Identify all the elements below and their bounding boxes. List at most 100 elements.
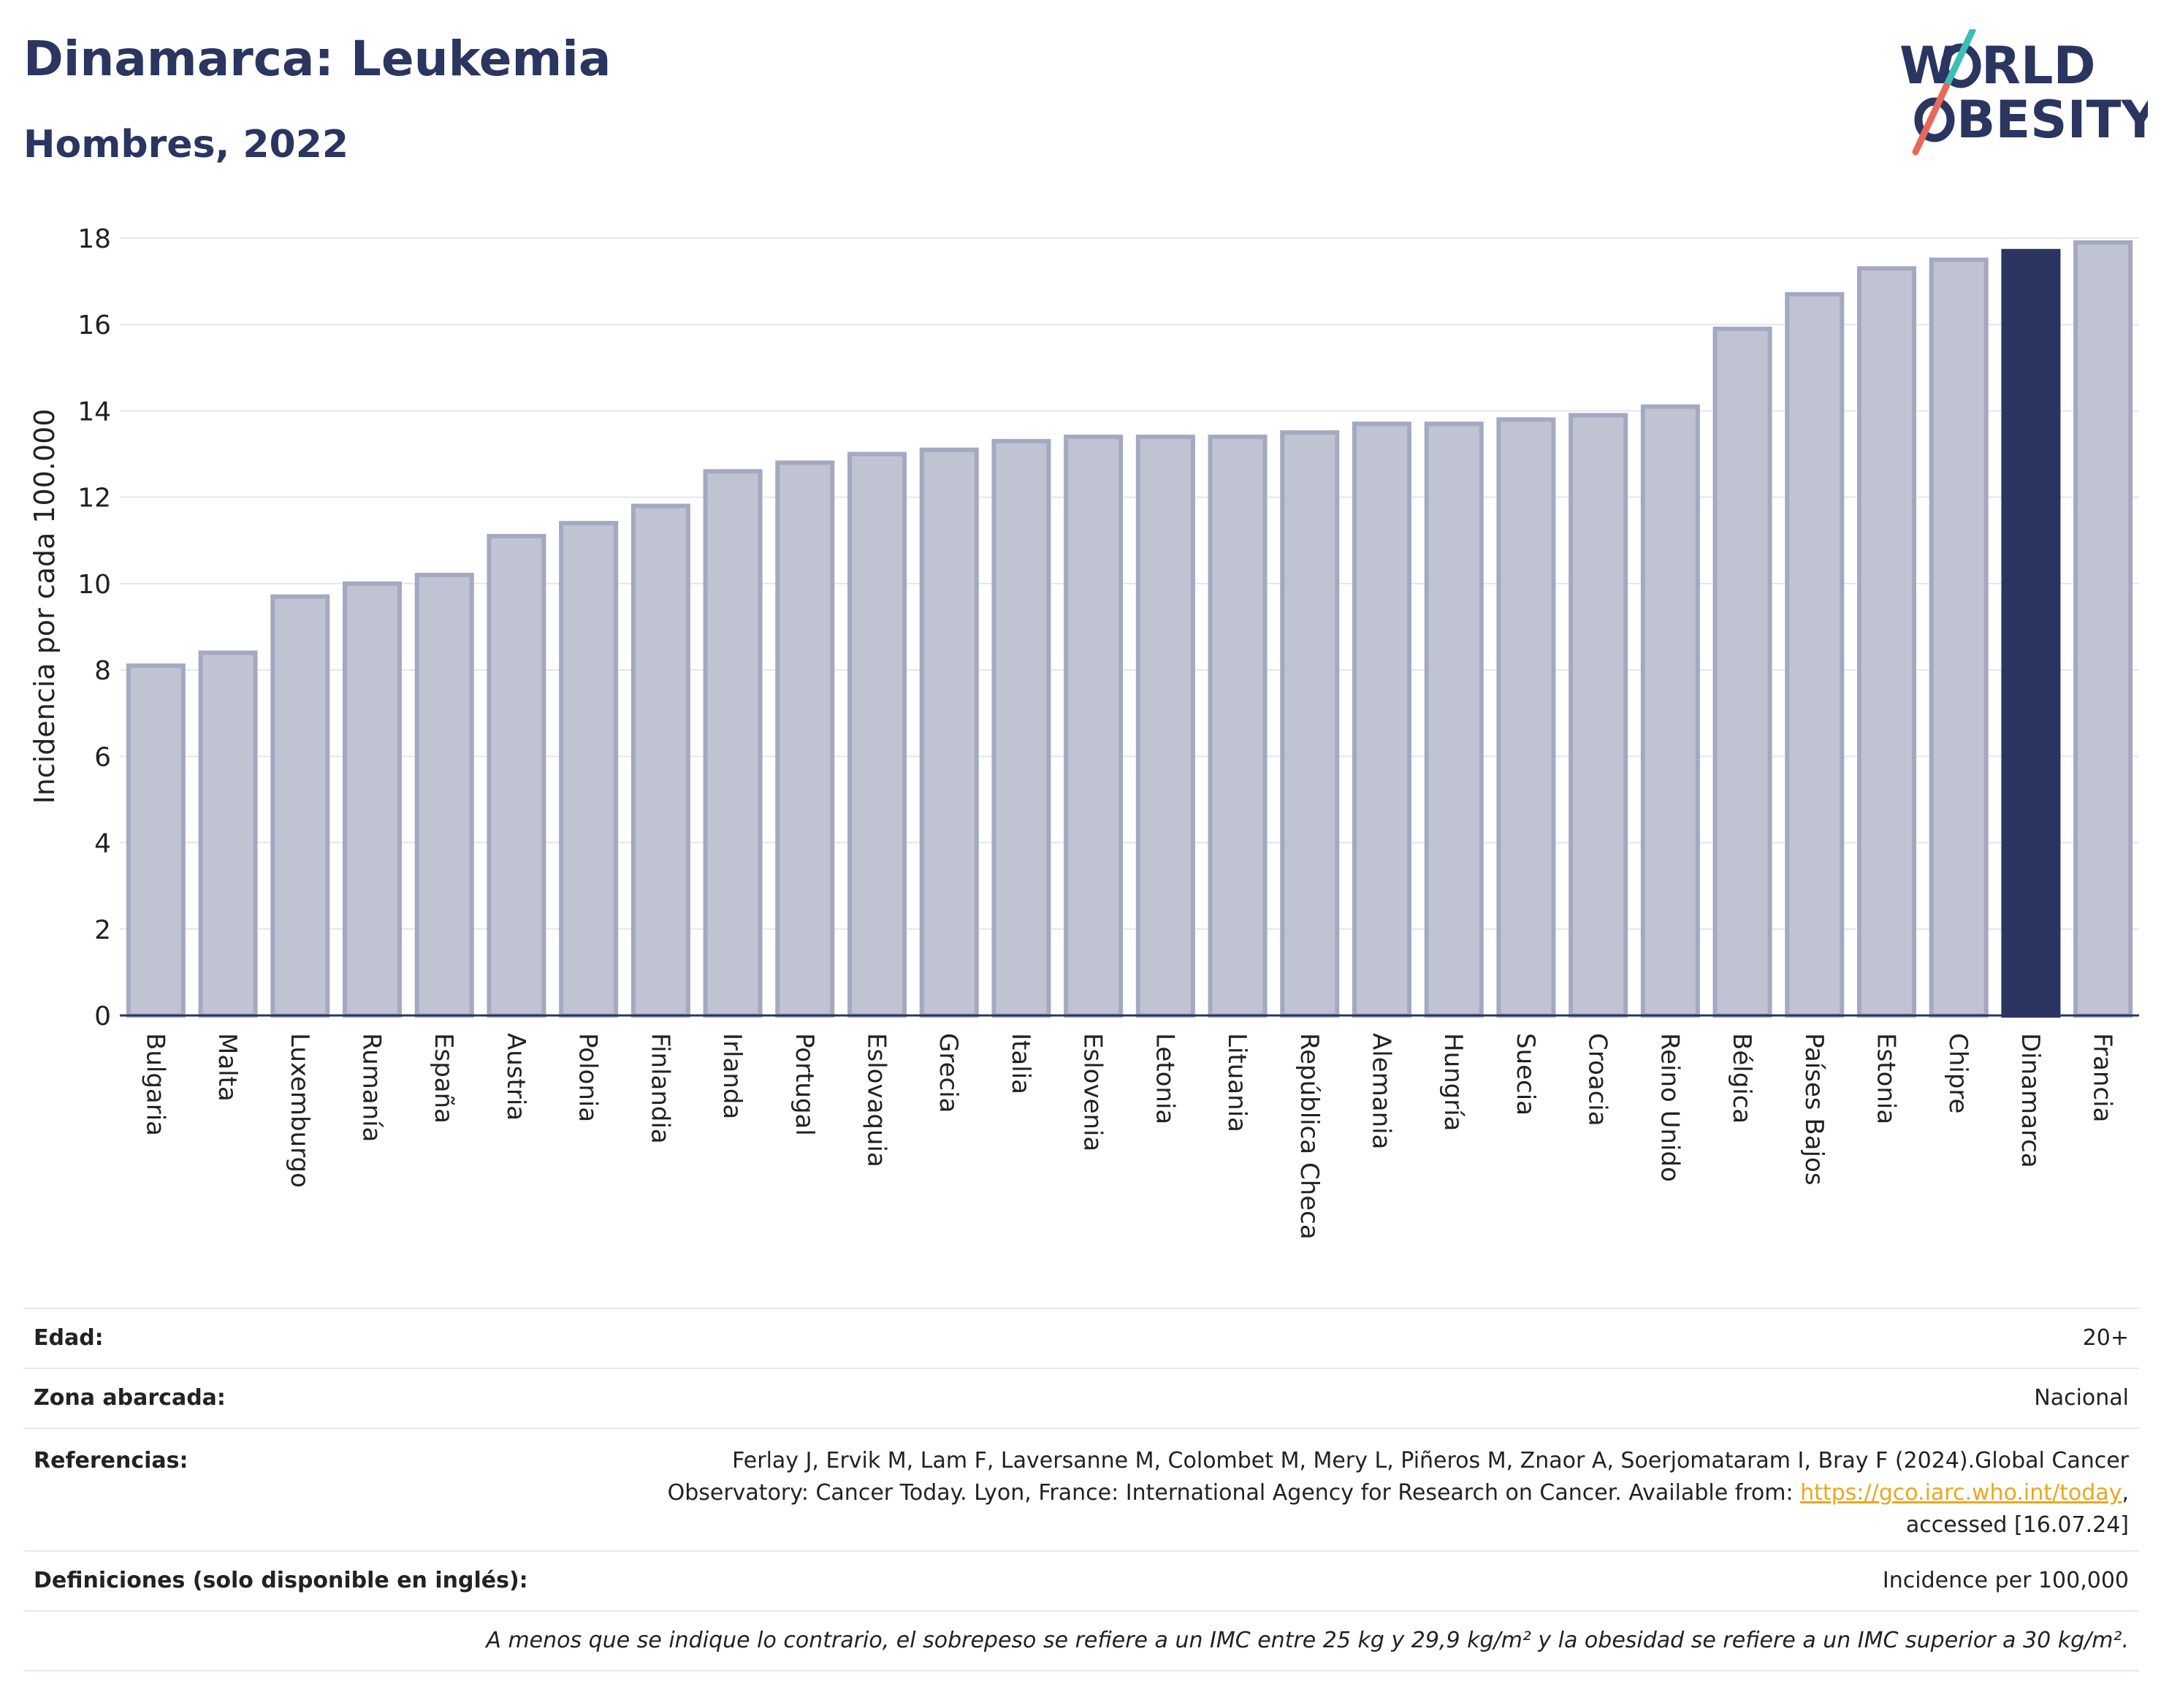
- bar: [487, 533, 546, 1018]
- y-tick-label: 14: [77, 397, 111, 427]
- x-tick-label: Estonia: [1872, 1033, 1901, 1124]
- bar: [414, 573, 474, 1018]
- bar-chart: 0 2 4 6 8 10 12 14 16 18 Bulgaria Malta Luxemburgo R…: [28, 224, 2139, 1240]
- x-tick-label: Dinamarca: [2016, 1033, 2045, 1168]
- logo-o-ring-top: [1940, 43, 1981, 88]
- x-tick-label: Luxemburgo: [285, 1033, 314, 1188]
- bar: [2073, 240, 2133, 1018]
- zone-label: Zona abarcada:: [34, 1385, 226, 1411]
- bar: [847, 451, 907, 1018]
- bars: [126, 240, 2133, 1018]
- x-tick-label: Grecia: [934, 1033, 963, 1113]
- bar: [1135, 434, 1195, 1018]
- x-tick-label: Austria: [501, 1033, 530, 1121]
- logo-word-rld: RLD: [1981, 36, 2096, 96]
- x-tick-label: Eslovenia: [1078, 1033, 1108, 1151]
- x-tick-label: Portugal: [790, 1033, 819, 1136]
- y-tick-label: 12: [77, 484, 111, 514]
- references-label: Referencias:: [34, 1448, 188, 1473]
- x-tick-label: Eslovaquia: [862, 1033, 891, 1167]
- x-tick-label: Suecia: [1511, 1033, 1540, 1116]
- y-tick-label: 16: [77, 310, 111, 340]
- x-tick-label: Italia: [1006, 1033, 1035, 1094]
- age-value: 20+: [2082, 1325, 2129, 1351]
- world-obesity-logo: W RLD BESITY: [1899, 29, 2148, 156]
- bar: [1785, 291, 1845, 1018]
- x-tick-label: República Checa: [1295, 1033, 1324, 1240]
- logo-word-besity: BESITY: [1956, 90, 2148, 150]
- logo-slash-teal: [1943, 29, 1976, 90]
- x-tick-label: Francia: [2088, 1033, 2117, 1122]
- page-title: Dinamarca: Leukemia: [23, 31, 611, 87]
- bar: [630, 503, 690, 1018]
- definitions-value: Incidence per 100,000: [1882, 1568, 2129, 1593]
- x-tick-label: Rumanía: [357, 1033, 386, 1142]
- bar-highlight: [2001, 248, 2061, 1018]
- bar: [775, 460, 835, 1018]
- bar: [126, 663, 186, 1018]
- x-tick-label: Bulgaria: [140, 1033, 169, 1136]
- bar: [342, 581, 403, 1018]
- bar: [1640, 404, 1700, 1018]
- y-tick-label: 10: [77, 570, 111, 600]
- bar: [703, 469, 763, 1018]
- x-tick-label: Reino Unido: [1655, 1033, 1684, 1182]
- info-row-footnote: A menos que se indique lo contrario, el …: [23, 1612, 2139, 1671]
- x-tick-label: Croacia: [1583, 1033, 1612, 1126]
- info-row-zone: Zona abarcada: Nacional: [23, 1369, 2139, 1429]
- x-tick-labels: Bulgaria Malta Luxemburgo Rumanía España Aust…: [140, 1033, 2116, 1240]
- x-tick-label: Países Bajos: [1799, 1033, 1829, 1186]
- references-value: Ferlay J, Ervik M, Lam F, Laversanne M, …: [668, 1445, 2129, 1541]
- y-tick-labels: 0 2 4 6 8 10 12 14 16 18: [77, 224, 111, 1032]
- bar: [1424, 422, 1484, 1018]
- footnote: A menos que se indique lo contrario, el …: [486, 1628, 2129, 1653]
- x-tick-label: Polonia: [573, 1033, 603, 1122]
- bar: [1352, 422, 1412, 1018]
- bar: [919, 447, 979, 1018]
- bar: [559, 521, 619, 1018]
- age-label: Edad:: [34, 1325, 104, 1351]
- y-tick-label: 4: [94, 829, 111, 859]
- info-row-age: Edad: 20+: [23, 1308, 2139, 1369]
- reference-line-2-end: ,: [2122, 1480, 2129, 1506]
- bar: [270, 594, 330, 1018]
- bar: [1208, 434, 1268, 1018]
- y-tick-label: 0: [94, 1002, 111, 1032]
- logo-o-ring-bottom: [1914, 97, 1955, 142]
- x-tick-label: Bélgica: [1727, 1033, 1756, 1124]
- x-tick-label: Chipre: [1943, 1033, 1973, 1113]
- y-axis-title: Incidencia por cada 100.000: [28, 408, 61, 804]
- page-subtitle: Hombres, 2022: [23, 123, 349, 167]
- bar: [1064, 434, 1124, 1018]
- bar: [1856, 266, 1917, 1018]
- x-tick-label: Letonia: [1150, 1033, 1179, 1124]
- info-row-references: Referencias: Ferlay J, Ervik M, Lam F, L…: [23, 1429, 2139, 1552]
- x-tick-label: Finlandia: [645, 1033, 674, 1144]
- x-tick-label: Lituania: [1222, 1033, 1251, 1132]
- reference-link[interactable]: https://gco.iarc.who.int/today: [1800, 1480, 2122, 1506]
- y-tick-label: 6: [94, 742, 111, 772]
- logo-slash-coral: [1912, 83, 1950, 156]
- bar: [1569, 413, 1628, 1018]
- x-tick-label: Hungría: [1438, 1033, 1468, 1132]
- bar: [1929, 257, 1989, 1018]
- bar: [1712, 327, 1772, 1018]
- bar: [1280, 430, 1340, 1018]
- definitions-label: Definiciones (solo disponible en inglés)…: [34, 1568, 528, 1593]
- info-table: Edad: 20+ Zona abarcada: Nacional Refere…: [23, 1308, 2139, 1671]
- bar: [198, 650, 258, 1018]
- zone-value: Nacional: [2034, 1385, 2129, 1411]
- x-tick-label: Irlanda: [717, 1033, 747, 1119]
- reference-line-2: Observatory: Cancer Today. Lyon, France:…: [667, 1480, 1801, 1506]
- bar: [1496, 417, 1556, 1018]
- y-tick-label: 2: [94, 915, 111, 945]
- y-tick-label: 8: [94, 656, 111, 686]
- reference-line-1: Ferlay J, Ervik M, Lam F, Laversanne M, …: [732, 1448, 2129, 1473]
- reference-line-3: accessed [16.07.24]: [1905, 1512, 2129, 1538]
- bar: [991, 438, 1051, 1018]
- info-row-definitions: Definiciones (solo disponible en inglés)…: [23, 1552, 2139, 1612]
- x-tick-label: Alemania: [1367, 1033, 1396, 1149]
- y-tick-label: 18: [77, 224, 111, 254]
- x-tick-label: España: [429, 1033, 458, 1124]
- x-tick-label: Malta: [213, 1033, 242, 1102]
